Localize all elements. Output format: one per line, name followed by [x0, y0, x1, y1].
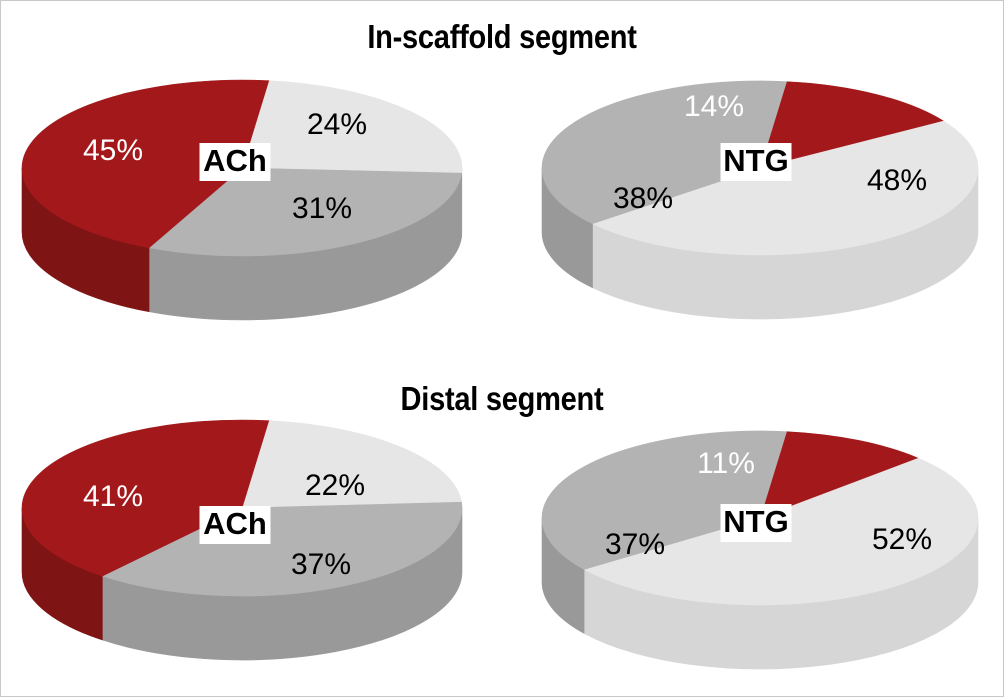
center-label: NTG	[723, 143, 788, 178]
slice-label: 45%	[83, 134, 143, 167]
center-label: NTG	[723, 504, 788, 539]
center-label-box	[199, 506, 271, 544]
slice-label: 41%	[83, 480, 143, 513]
slice-label: 24%	[307, 108, 367, 141]
pie-chart-2: 14% 48% 38% NTG	[541, 80, 979, 320]
pie-slice-red	[21, 79, 270, 249]
slice-label: 37%	[291, 548, 351, 581]
slice-label: 14%	[684, 90, 744, 123]
pie-slice-gray	[101, 501, 463, 597]
pie-slice-gray	[541, 430, 787, 570]
slice-label: 48%	[867, 164, 927, 197]
section-title-distal: Distal segment	[400, 380, 604, 417]
pie-slice-light	[241, 80, 463, 174]
center-label-box	[199, 143, 271, 181]
pie-chart-4: 11% 52% 37% NTG	[541, 430, 979, 670]
center-label: ACh	[203, 506, 267, 541]
pie-chart-3: 22% 37% 41% ACh	[21, 419, 463, 661]
pie-slice-red	[759, 431, 920, 519]
pie-chart-1: 24% 31% 45% ACh	[21, 79, 463, 321]
center-label-box	[720, 504, 792, 542]
pie-slice-gray	[148, 167, 462, 257]
slice-label: 38%	[613, 182, 673, 215]
slice-label: 11%	[697, 447, 755, 480]
center-label: ACh	[203, 143, 267, 178]
pie-slice-light	[241, 420, 462, 509]
slice-label: 22%	[305, 469, 365, 502]
pie-slice-red	[759, 81, 945, 169]
slice-label: 31%	[292, 192, 352, 225]
pie-slice-red	[21, 419, 270, 577]
center-label-box	[720, 143, 792, 181]
slice-label: 52%	[872, 523, 932, 556]
section-title-in-scaffold: In-scaffold segment	[367, 18, 637, 55]
pie-slice-gray	[541, 80, 787, 225]
pie-slice-light	[591, 120, 979, 256]
slice-label: 37%	[605, 528, 665, 561]
